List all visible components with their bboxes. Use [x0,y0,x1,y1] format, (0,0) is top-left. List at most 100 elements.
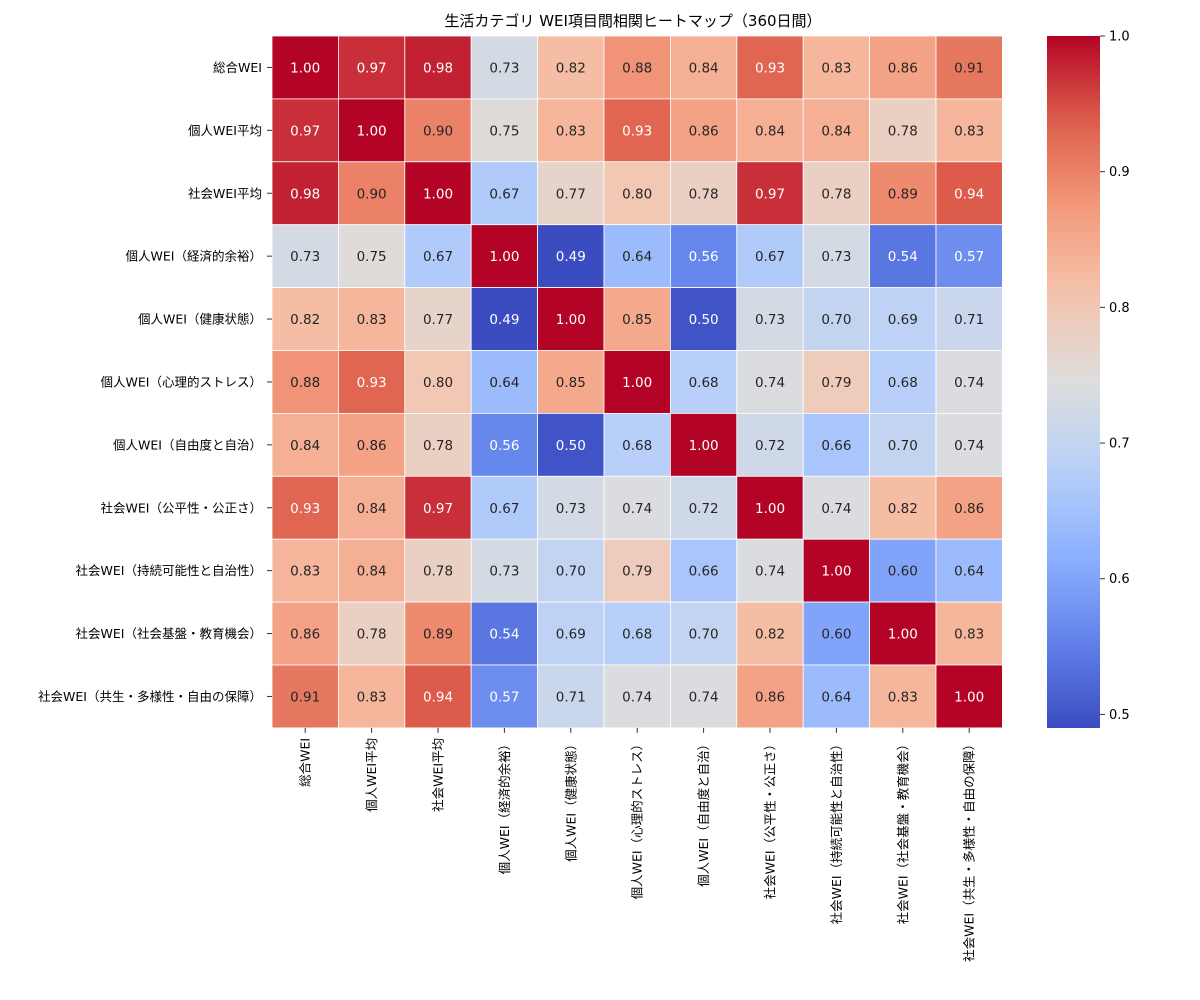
heatmap-cell [869,412,937,477]
heatmap-cell [404,98,472,163]
cell-value-label: 1.00 [689,438,719,454]
y-tick-label: 社会WEI（公平性・公正さ） [101,500,262,515]
heatmap-cell [404,35,472,100]
cell-value-label: 1.00 [755,501,785,517]
heatmap-cell [736,538,804,603]
heatmap-cell [670,98,738,163]
heatmap-cell [736,664,804,729]
heatmap-cell [337,475,406,540]
cell-value-label: 0.69 [556,627,586,643]
cell-value-label: 0.98 [423,60,453,76]
heatmap-cell [470,475,539,540]
cell-value-label: 0.83 [954,627,984,643]
cell-value-label: 0.73 [755,312,785,328]
cell-value-label: 1.00 [290,60,320,76]
heatmap-cell [736,98,804,163]
cell-value-label: 0.90 [357,186,387,202]
x-tick-label: 個人WEI（自由度と自治） [696,738,711,887]
cell-value-label: 0.54 [489,627,519,643]
cell-value-label: 0.54 [888,249,918,265]
cell-value-label: 0.56 [689,249,719,265]
cell-value-label: 1.00 [954,689,984,705]
cell-value-label: 0.67 [423,249,453,265]
cell-value-label: 0.84 [755,123,785,139]
x-tick-label: 社会WEI（持続可能性と自治性） [829,738,844,924]
cell-value-label: 0.64 [821,689,851,705]
heatmap-cell [670,475,738,540]
heatmap-cell [271,35,339,100]
heatmap-cell [869,538,937,603]
heatmap-cell [337,35,406,100]
cell-value-label: 0.78 [423,438,453,454]
x-axis-tick-labels: 総合WEI 個人WEI平均 社会WEI平均 個人WEI（経済的余裕） 個人WEI（健康状… [298,727,977,962]
cell-value-label: 0.89 [888,186,918,202]
cell-value-label: 0.70 [821,312,851,328]
cell-value-label: 0.69 [888,312,918,328]
cell-value-label: 0.74 [755,375,785,391]
heatmap-cell [670,224,738,288]
colorbar-tick-label: 1.0 [1109,30,1130,45]
cell-value-label: 0.97 [755,186,785,202]
heatmap-cell [935,475,1003,540]
cell-value-label: 1.00 [821,564,851,580]
heatmap-cell [869,287,937,351]
cell-value-label: 0.97 [423,501,453,517]
heatmap-cell [271,664,339,729]
cell-value-label: 0.84 [357,501,387,517]
heatmap-cell [670,538,738,603]
cell-value-label: 0.97 [357,60,387,76]
cell-value-label: 0.68 [888,375,918,391]
cell-value-label: 0.93 [622,123,652,139]
heatmap-cell [603,538,671,603]
heatmap-cell [670,412,738,477]
colorbar-tick-label: 0.9 [1109,165,1130,180]
chart-title: 生活カテゴリ WEI項目間相関ヒートマップ（360日間） [444,12,821,30]
cell-value-label: 0.90 [423,123,453,139]
heatmap-cell [537,98,605,163]
heatmap-cell [935,98,1003,163]
x-tick-label: 社会WEI（社会基盤・教育機会） [895,738,910,924]
cell-value-label: 0.74 [821,501,851,517]
y-tick-label: 個人WEI（自由度と自治） [113,437,262,452]
cell-value-label: 0.86 [755,689,785,705]
heatmap-cell [470,601,539,666]
y-tick-label: 個人WEI（心理的ストレス） [101,374,262,389]
cell-value-label: 0.50 [689,312,719,328]
cell-value-label: 0.88 [290,375,320,391]
heatmap-cell [736,412,804,477]
heatmap-cell [470,35,539,100]
heatmap-cell [802,538,871,603]
cell-value-label: 0.86 [290,627,320,643]
cell-value-label: 0.83 [556,123,586,139]
y-tick-label: 社会WEI平均 [188,186,262,201]
heatmap-cell [736,601,804,666]
colorbar-tick-label: 0.8 [1109,301,1130,316]
cell-value-label: 0.93 [357,375,387,391]
cell-value-label: 0.68 [622,438,652,454]
colorbar-gradient [1047,36,1100,728]
heatmap-cell [404,601,472,666]
cell-value-label: 0.74 [622,689,652,705]
heatmap-cells: 1.00 0.97 0.98 0.73 0.82 0.88 0.84 0.93 0.83 0.86… [271,35,1003,729]
cell-value-label: 0.67 [489,186,519,202]
cell-value-label: 0.80 [622,186,652,202]
heatmap-cell [470,350,539,414]
heatmap-cell [802,224,871,288]
heatmap-cell [337,224,406,288]
cell-value-label: 0.86 [357,438,387,454]
y-tick-label: 個人WEI（経済的余裕） [126,249,262,264]
cell-value-label: 1.00 [489,249,519,265]
x-tick-label: 個人WEI（経済的余裕） [497,738,512,874]
cell-value-label: 0.49 [556,249,586,265]
cell-value-label: 0.74 [689,689,719,705]
cell-value-label: 0.83 [888,689,918,705]
heatmap-cell [935,412,1003,477]
heatmap-cell [869,98,937,163]
heatmap-cell [802,664,871,729]
cell-value-label: 0.83 [357,312,387,328]
cell-value-label: 0.93 [755,60,785,76]
heatmap-cell [537,161,605,226]
cell-value-label: 0.66 [821,438,851,454]
heatmap-cell [404,224,472,288]
